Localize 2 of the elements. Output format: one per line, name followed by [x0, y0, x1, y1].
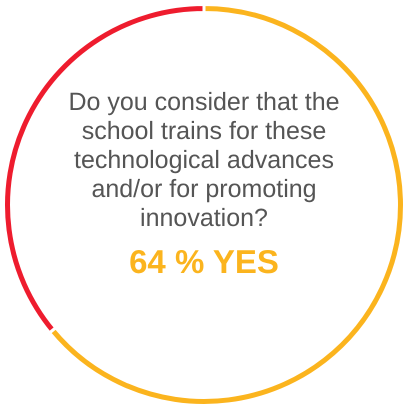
- text: Do you consider that the school trains for these technological advances and/or for promoting innovation?: [68, 88, 340, 233]
- text: 64 % YES: [128, 243, 280, 281]
